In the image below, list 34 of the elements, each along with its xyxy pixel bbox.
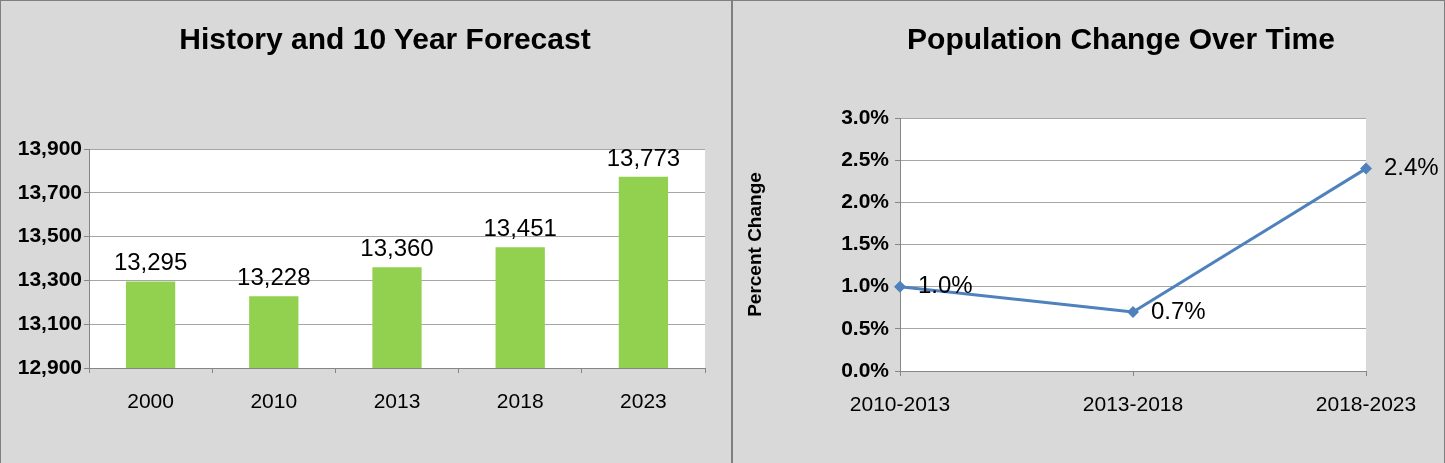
- data-label: 2.4%: [1384, 153, 1439, 181]
- x-tick-label: 2000: [127, 389, 174, 413]
- point: [1360, 162, 1372, 175]
- y-tick-label: 0.5%: [841, 315, 890, 339]
- chart-title: History and 10 Year Forecast: [179, 22, 591, 55]
- data-label: 0.7%: [1151, 296, 1206, 324]
- y-tick-label: 13,700: [17, 179, 82, 203]
- y-tick-label: 1.5%: [841, 231, 890, 255]
- y-tick-label: 2.0%: [841, 189, 890, 213]
- y-axis-title: Percent Change: [743, 172, 765, 317]
- data-label: 13,295: [113, 248, 188, 276]
- x-tick-label: 2018: [496, 389, 544, 413]
- y-tick-label: 0.0%: [841, 357, 890, 381]
- x-tick-label: 2023: [620, 389, 667, 413]
- data-label: 13,773: [606, 143, 681, 171]
- chart-title: Population Change Over Time: [907, 22, 1335, 55]
- y-tick-label: 13,300: [17, 267, 82, 291]
- y-tick-label: 13,900: [17, 135, 82, 159]
- x-tick-label: 2013-2018: [1082, 392, 1184, 416]
- y-tick-label: 13,100: [17, 311, 82, 334]
- y-tick-label: 2.5%: [841, 146, 890, 170]
- data-label: 13,451: [483, 214, 557, 242]
- y-tick-label: 13,500: [17, 223, 82, 247]
- y-tick-label: 12,900: [17, 354, 82, 378]
- data-label: 13,228: [237, 263, 311, 291]
- x-tick-label: 2010: [250, 389, 298, 413]
- x-tick-label: 2013: [373, 389, 421, 413]
- data-label: 13,360: [360, 234, 434, 262]
- x-tick-label: 2018-2023: [1315, 392, 1417, 416]
- x-tick-label: 2010-2013: [849, 392, 951, 416]
- y-tick-label: 1.0%: [841, 273, 890, 297]
- y-tick-label: 3.0%: [841, 104, 890, 128]
- point: [894, 280, 906, 293]
- point: [1127, 305, 1139, 318]
